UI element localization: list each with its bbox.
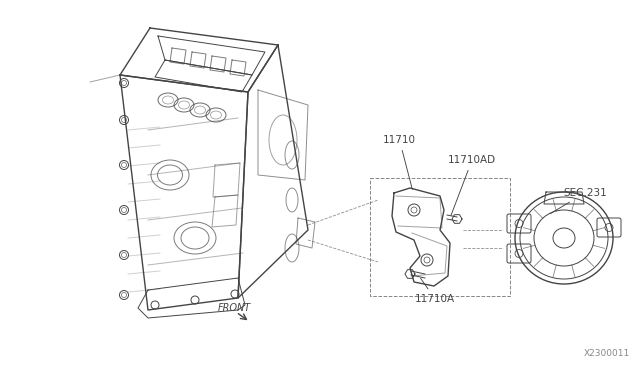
Text: 11710A: 11710A — [415, 278, 455, 304]
Text: SEC.231: SEC.231 — [550, 188, 607, 214]
Text: FRONT: FRONT — [218, 303, 252, 313]
Text: 11710: 11710 — [383, 135, 416, 189]
Text: 11710AD: 11710AD — [448, 155, 496, 215]
Bar — [370, 178, 510, 296]
Text: X2300011: X2300011 — [584, 349, 630, 358]
